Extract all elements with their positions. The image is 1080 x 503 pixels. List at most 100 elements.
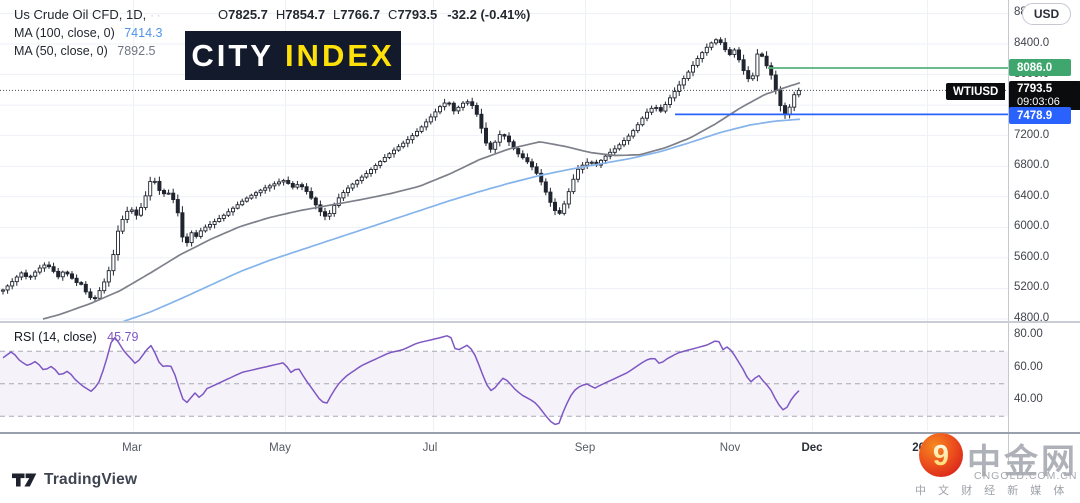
symbol-title-row[interactable]: Us Crude Oil CFD, 1D, · · [14, 7, 161, 22]
candle-body [157, 180, 162, 191]
candle-body [120, 218, 125, 232]
city-index-logo-index: INDEX [284, 37, 395, 73]
candle-body [65, 271, 70, 275]
candle-body [622, 140, 627, 146]
candle-body [203, 226, 208, 232]
candle-body [479, 113, 484, 129]
candle-body [796, 90, 801, 96]
candle-body [507, 135, 512, 143]
pane-separator[interactable] [0, 321, 1080, 323]
candle-body [681, 78, 686, 86]
currency-button-label: USD [1033, 7, 1060, 21]
candle-body [138, 207, 143, 216]
candle-body [207, 224, 212, 228]
candle-body [603, 155, 608, 161]
candle-body [741, 59, 746, 72]
candle-body [37, 267, 42, 273]
cngold-domain: CNGOLD.COM.CN [974, 470, 1078, 482]
ma50-legend[interactable]: MA (50, close, 0) 7892.5 [14, 44, 156, 58]
time-axis-separator [0, 432, 1080, 434]
candle-body [387, 153, 392, 158]
candle-body [161, 190, 166, 195]
candle-body [24, 272, 29, 277]
time-tick-2024: 2024 [912, 442, 938, 454]
high-label: H [275, 7, 286, 22]
candle-body [617, 144, 622, 150]
candle-body [364, 173, 369, 178]
candle-body [272, 183, 277, 187]
candle-body [750, 75, 755, 80]
candle-body [401, 142, 406, 148]
candle-body [198, 230, 203, 237]
candle-body [106, 270, 111, 283]
candle-body [332, 205, 337, 214]
close-value: 7793.5 [397, 7, 438, 22]
candle-body [359, 176, 364, 182]
candle-body [723, 42, 728, 51]
candle-body [447, 102, 452, 105]
ma100-legend[interactable]: MA (100, close, 0) 7414.3 [14, 26, 162, 40]
candle-body [42, 264, 47, 269]
candle-body [171, 192, 176, 200]
candle-body [470, 101, 475, 106]
candle-body [313, 197, 318, 206]
candle-body [525, 157, 530, 163]
candle-body [175, 199, 180, 214]
candle-body [74, 277, 79, 284]
main-chart-canvas[interactable] [0, 0, 1008, 433]
candle-body [415, 130, 420, 137]
candle-body [115, 230, 120, 256]
symbol-title[interactable]: Us Crude Oil CFD, 1D, [14, 7, 147, 22]
candle-body [244, 197, 249, 202]
change-value: -32.2 (-0.41%) [447, 7, 531, 22]
ma100-value: 7414.3 [124, 26, 163, 40]
symbol-price-tag: WTIUSD [946, 83, 1006, 100]
candle-body [226, 211, 231, 216]
candle-body [129, 209, 134, 212]
candle-body [497, 134, 502, 143]
candle-body [773, 74, 778, 91]
rsi-tick: 80.00 [1014, 328, 1043, 340]
candle-body [341, 192, 346, 199]
last-price-value: 7793.5 [1017, 82, 1053, 95]
candle-body [152, 180, 157, 183]
candle-body [543, 181, 548, 193]
candle-body [737, 49, 742, 61]
candle-body [134, 209, 139, 216]
candle-body [640, 117, 645, 126]
candle-body [14, 276, 19, 283]
candle-body [346, 187, 351, 193]
price-tick: 5200.0 [1014, 281, 1050, 294]
level-badge-7478: 7478.9 [1009, 107, 1071, 124]
candle-body [240, 200, 245, 206]
tradingview-logo[interactable]: TradingView [12, 471, 137, 489]
symbol-price-tag-text: WTIUSD [953, 85, 999, 98]
candle-body [309, 191, 314, 199]
candle-body [327, 213, 332, 217]
candle-body [180, 212, 185, 238]
candle-body [461, 102, 466, 108]
candle-body [258, 189, 263, 194]
city-index-logo: CITY INDEX [185, 31, 401, 80]
rsi-tick: 60.00 [1014, 360, 1043, 373]
price-axis[interactable]: USD 8086.0 7793.5 09:03:06 7478.9 8800.0… [1008, 0, 1080, 433]
rsi-legend[interactable]: RSI (14, close) 45.79 [14, 330, 138, 344]
currency-button[interactable]: USD [1022, 3, 1071, 25]
candle-body [732, 49, 737, 55]
candle-body [369, 169, 374, 174]
open-label: O [218, 7, 229, 22]
candle-body [189, 232, 194, 244]
candle-body [88, 291, 93, 299]
candle-body [194, 232, 199, 237]
open-value: 7825.7 [228, 7, 268, 22]
time-tick-mar: Mar [122, 442, 142, 454]
time-tick-may: May [269, 442, 291, 454]
candle-body [778, 89, 783, 107]
candle-body [668, 97, 673, 105]
candle-body [631, 130, 636, 137]
time-axis[interactable]: Mar May Jul Sep Nov Dec 2024 [0, 434, 1008, 465]
candle-body [33, 271, 38, 277]
candle-body [553, 201, 558, 211]
candle-body [433, 111, 438, 118]
